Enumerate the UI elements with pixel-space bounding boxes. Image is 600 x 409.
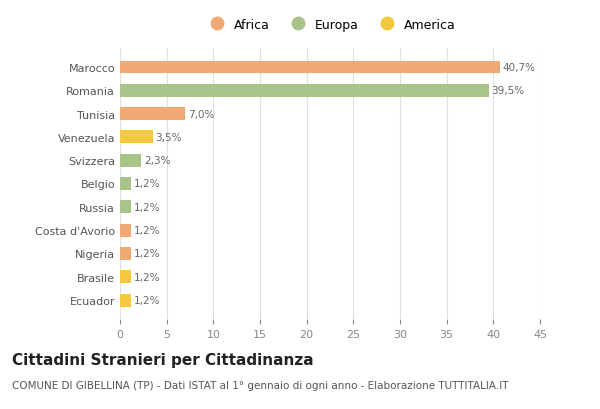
Text: Cittadini Stranieri per Cittadinanza: Cittadini Stranieri per Cittadinanza [12,352,314,367]
Text: 2,3%: 2,3% [144,156,171,166]
Text: 40,7%: 40,7% [503,63,536,73]
Bar [120,247,131,260]
Text: 1,2%: 1,2% [134,226,161,236]
Bar [120,294,131,307]
Bar [120,224,131,237]
Bar [120,108,185,121]
Text: 1,2%: 1,2% [134,202,161,212]
Text: 1,2%: 1,2% [134,295,161,306]
Bar [120,85,488,97]
Bar [120,61,500,74]
Bar [120,154,142,167]
Bar [120,271,131,283]
Text: 1,2%: 1,2% [134,272,161,282]
Text: 3,5%: 3,5% [155,133,182,142]
Text: 1,2%: 1,2% [134,249,161,259]
Text: 39,5%: 39,5% [491,86,524,96]
Text: COMUNE DI GIBELLINA (TP) - Dati ISTAT al 1° gennaio di ogni anno - Elaborazione : COMUNE DI GIBELLINA (TP) - Dati ISTAT al… [12,380,509,390]
Bar [120,131,152,144]
Bar [120,178,131,191]
Text: 7,0%: 7,0% [188,109,215,119]
Text: 1,2%: 1,2% [134,179,161,189]
Bar [120,201,131,214]
Legend: Africa, Europa, America: Africa, Europa, America [200,15,460,35]
